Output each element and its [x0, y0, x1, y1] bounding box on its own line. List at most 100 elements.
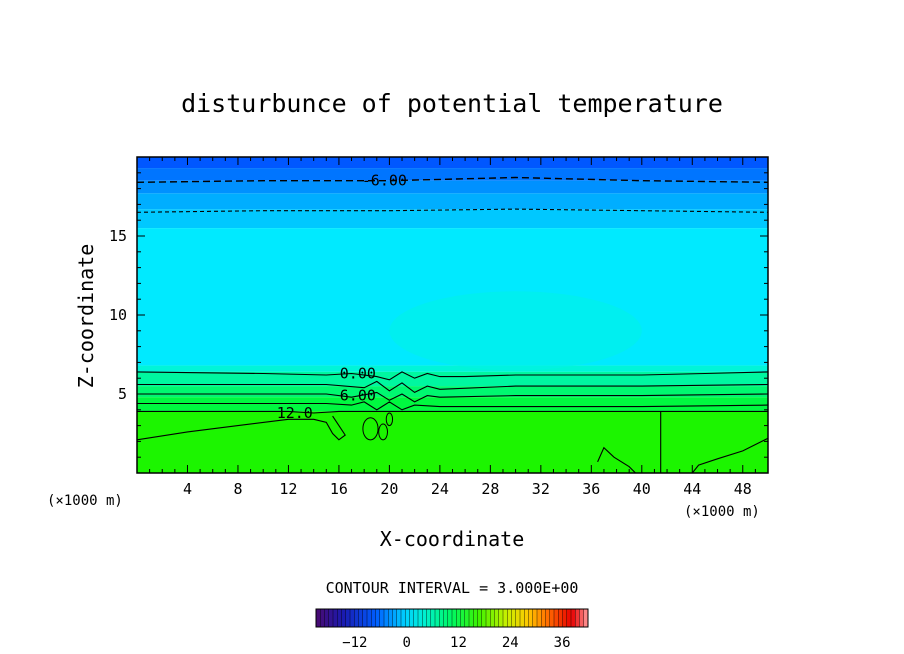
colorbar-tick-label: 24	[502, 635, 519, 651]
colorbar-cell	[422, 609, 427, 627]
colorbar-cell	[583, 609, 589, 627]
contour-line-8	[597, 446, 636, 473]
colorbar-cell	[371, 609, 376, 627]
contour-line-9	[691, 437, 768, 473]
y-tick-label: 10	[109, 306, 127, 324]
contour-line-3	[137, 380, 768, 394]
colorbar-cell	[469, 609, 474, 627]
colorbar-cell	[443, 609, 449, 627]
fill-band-1	[137, 168, 768, 181]
fill-band-4	[137, 209, 768, 229]
x-tick-label: 4	[183, 480, 192, 498]
contour-line-4	[137, 391, 768, 403]
colorbar-cell	[558, 609, 563, 627]
colorbar-cell	[401, 609, 406, 627]
colorbar-cell	[481, 609, 487, 627]
contour-line-1	[137, 208, 768, 213]
x-tick-label: 12	[279, 480, 297, 498]
colorbar-cell	[447, 609, 453, 627]
colorbar-cell	[328, 609, 334, 627]
colorbar-cell	[409, 609, 415, 627]
y-axis-title: Z-coordinate	[74, 244, 98, 389]
x-tick-label: 32	[532, 480, 550, 498]
fill-band-10	[137, 411, 768, 473]
x-axis-title: X-coordinate	[380, 527, 525, 551]
colorbar-cell	[324, 609, 330, 627]
colorbar-cell	[554, 609, 559, 627]
contour-cell-2	[385, 412, 394, 427]
colorbar-cell	[413, 609, 419, 627]
colorbar-cell	[405, 609, 410, 627]
colorbar-cell	[464, 609, 470, 627]
colorbar-cell	[486, 609, 491, 627]
colorbar-cell	[524, 609, 529, 627]
x-tick-label: 40	[633, 480, 651, 498]
fill-band-9	[137, 397, 768, 412]
colorbar-cell	[384, 609, 389, 627]
colorbar-cell	[367, 609, 372, 627]
filled-contours	[137, 157, 768, 473]
colorbar-tick-label: 12	[450, 635, 467, 651]
colorbar-cell	[439, 609, 444, 627]
fill-band-6	[137, 365, 768, 372]
contour-cell-1	[378, 423, 389, 441]
x-tick-label: 48	[734, 480, 752, 498]
colorbar-cell	[456, 609, 461, 627]
colorbar-cell	[537, 609, 542, 627]
colorbar-frame	[315, 608, 589, 628]
colorbar-cell	[490, 609, 495, 627]
colorbar-cell	[388, 609, 393, 627]
colorbar: −12 0 12 24 36	[315, 608, 589, 651]
colorbar-tick-label: 36	[554, 635, 571, 651]
x-unit-label-left: (×1000 m)	[47, 493, 123, 509]
colorbar-cell	[571, 609, 576, 627]
colorbar-cell	[316, 609, 321, 627]
contour-line-7	[137, 415, 346, 441]
fill-warm-anomaly	[389, 291, 642, 371]
colorbar-cell	[354, 609, 359, 627]
x-tick-label: 44	[683, 480, 701, 498]
contour-interval-label: CONTOUR INTERVAL = 3.000E+00	[326, 579, 579, 597]
colorbar-cell	[452, 609, 457, 627]
colorbar-cell	[503, 609, 508, 627]
contour-line-6	[137, 410, 768, 473]
contour-label-2: 6.00	[340, 387, 376, 405]
fill-band-8	[137, 386, 768, 398]
colorbar-cell	[541, 609, 546, 627]
fill-band-0	[137, 157, 768, 169]
colorbar-cell	[418, 609, 423, 627]
x-tick-label: 16	[330, 480, 348, 498]
contour-label-3: 12.0	[277, 404, 313, 422]
contour-cell-0	[362, 417, 379, 441]
colorbar-cell	[520, 609, 525, 627]
colorbar-cell	[473, 609, 478, 627]
x-tick-label: 8	[233, 480, 242, 498]
colorbar-cell	[528, 609, 534, 627]
colorbar-cell	[358, 609, 364, 627]
x-tick-label: 36	[582, 480, 600, 498]
colorbar-cell	[511, 609, 517, 627]
colorbar-tick-label: 0	[402, 635, 410, 651]
colorbar-cell	[532, 609, 538, 627]
x-unit-label-right: (×1000 m)	[684, 504, 760, 520]
colorbar-cell	[498, 609, 504, 627]
colorbar-cell	[545, 609, 551, 627]
colorbar-cell	[494, 609, 500, 627]
contour-line-5	[137, 401, 768, 411]
colorbar-cell	[460, 609, 466, 627]
x-tick-label: 20	[380, 480, 398, 498]
fill-band-2	[137, 180, 768, 194]
contour-label-0: -6.00	[362, 172, 407, 190]
colorbar-cell	[549, 609, 555, 627]
contour-label-1: 0.00	[340, 364, 376, 382]
x-tick-label: 28	[481, 480, 499, 498]
y-tick-label: 15	[109, 227, 127, 245]
colorbar-cell	[350, 609, 355, 627]
colorbar-cell	[562, 609, 568, 627]
x-tick-label: 24	[431, 480, 449, 498]
colorbar-cell	[426, 609, 432, 627]
colorbar-cell	[362, 609, 368, 627]
colorbar-cell	[430, 609, 436, 627]
